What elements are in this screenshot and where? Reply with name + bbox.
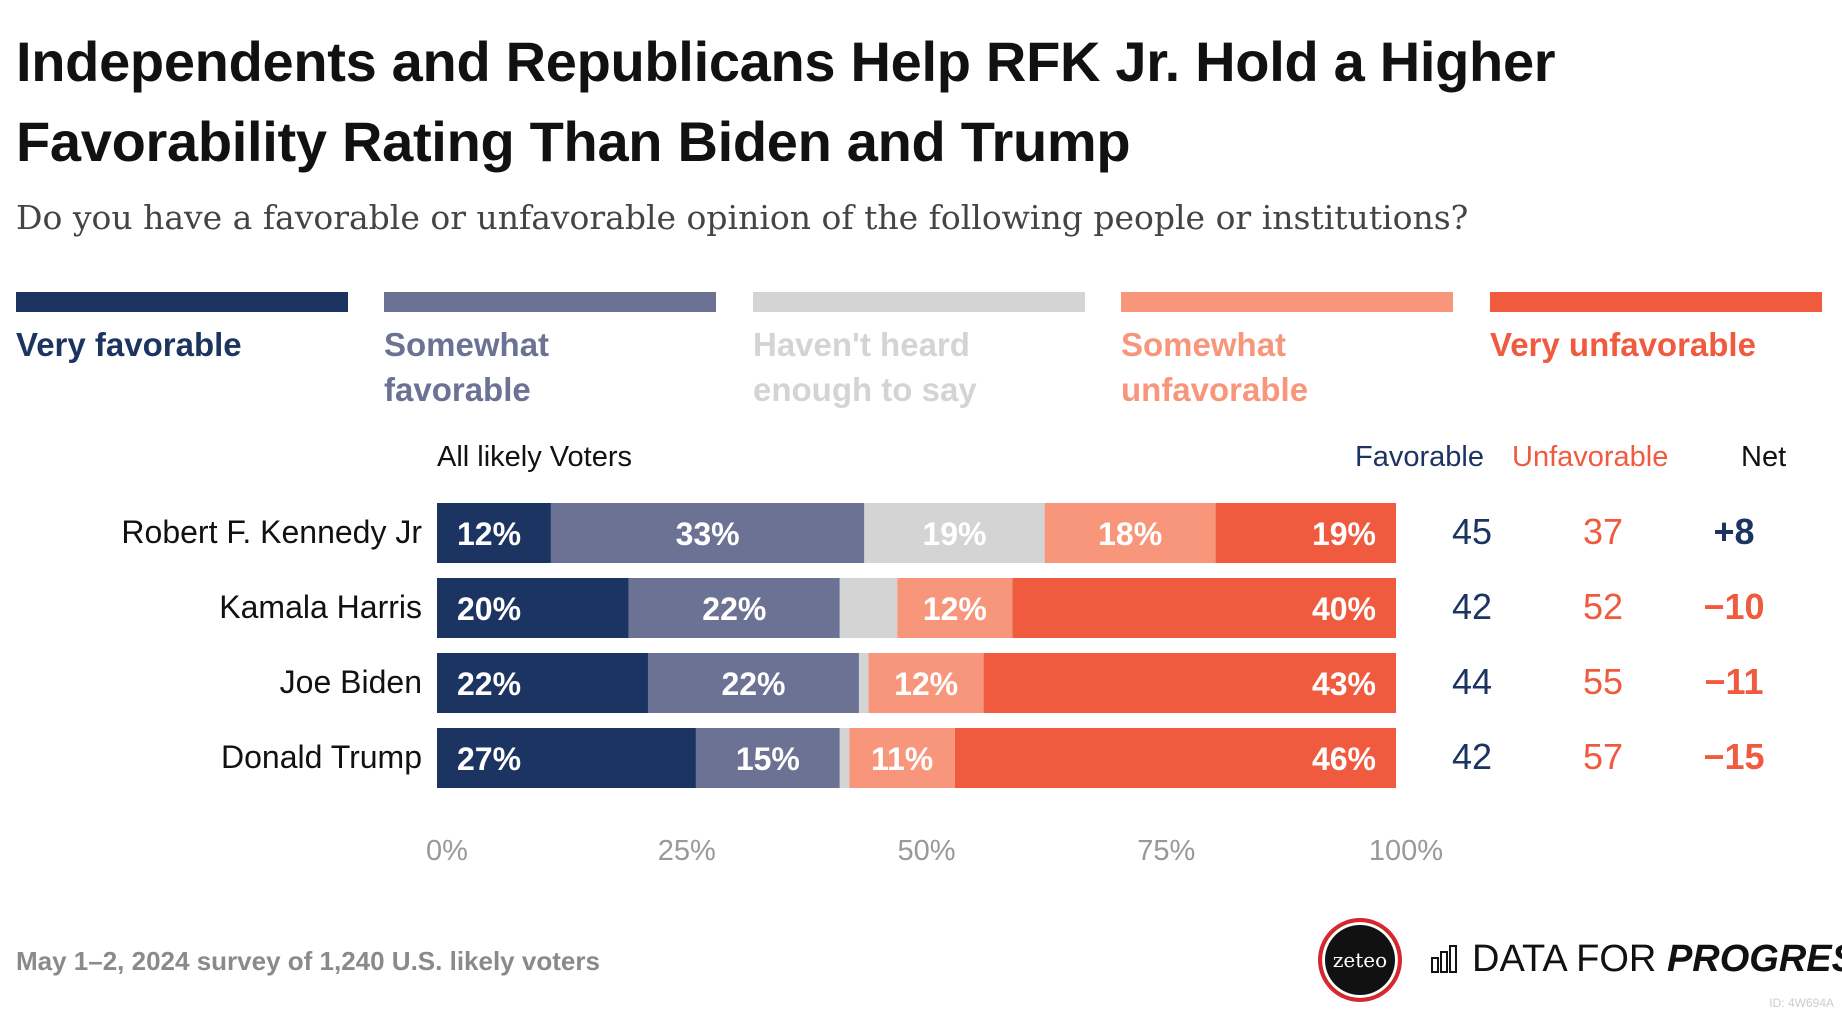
net-value: −11 xyxy=(1704,661,1764,702)
bar-segment xyxy=(983,653,1396,713)
data-label: 43% xyxy=(1312,666,1376,702)
row-label: Donald Trump xyxy=(221,739,422,775)
brand-bold: PROGRESS xyxy=(1666,938,1842,980)
row-label: Joe Biden xyxy=(279,664,422,700)
data-label: 22% xyxy=(721,666,785,702)
x-tick-label: 50% xyxy=(897,835,956,867)
favorable-column-header: Favorable xyxy=(1355,441,1484,473)
x-tick-label: 100% xyxy=(1368,835,1444,867)
net-value: +8 xyxy=(1713,511,1755,552)
data-label: 22% xyxy=(457,666,521,702)
legend-swatch xyxy=(384,292,716,312)
legend-item: Haven't heard enough to say xyxy=(753,292,1085,412)
unfavorable-value: 52 xyxy=(1582,586,1624,627)
unfavorable-value: 37 xyxy=(1582,511,1624,552)
bar-segment xyxy=(1012,578,1396,638)
legend-label: Very favorable xyxy=(16,326,242,363)
net-column-header: Net xyxy=(1741,441,1787,473)
bar-segment xyxy=(437,728,696,788)
unfavorable-value: 57 xyxy=(1582,736,1624,777)
legend-swatch xyxy=(1490,292,1822,312)
data-label: 33% xyxy=(676,516,740,552)
bar-segment xyxy=(1044,503,1216,563)
legend-swatch xyxy=(753,292,1085,312)
bar-chart-icon xyxy=(1431,945,1457,973)
data-label: 12% xyxy=(923,591,987,627)
brand-plain: DATA FOR xyxy=(1472,938,1657,980)
bar-segment xyxy=(839,728,850,788)
favorable-value: 45 xyxy=(1451,511,1493,552)
legend-item: Very favorable xyxy=(16,292,348,367)
data-label: 40% xyxy=(1312,591,1376,627)
bar-segment xyxy=(849,728,955,788)
bar-segment xyxy=(695,728,840,788)
data-label: 12% xyxy=(457,516,521,552)
data-for-progress-logo: DATA FOR PROGRESS xyxy=(1472,938,1842,981)
legend-item: Very unfavorable xyxy=(1490,292,1822,367)
zeteo-logo: zeteo xyxy=(1318,918,1402,1002)
net-value: −15 xyxy=(1703,736,1765,777)
x-tick-label: 0% xyxy=(426,835,468,867)
row-label: Robert F. Kennedy Jr xyxy=(121,514,422,550)
data-label: 20% xyxy=(457,591,521,627)
data-label: 46% xyxy=(1312,741,1376,777)
favorable-value: 42 xyxy=(1451,736,1493,777)
favorable-value: 42 xyxy=(1451,586,1493,627)
unfavorable-value: 55 xyxy=(1582,661,1624,702)
row-label: Kamala Harris xyxy=(219,589,422,625)
bar-segment xyxy=(437,503,551,563)
group-label: All likely Voters xyxy=(437,441,633,473)
legend-label: Haven't heard enough to say xyxy=(753,326,977,408)
bar-segment xyxy=(839,578,898,638)
legend-label: Somewhat favorable xyxy=(384,326,550,408)
survey-note: May 1–2, 2024 survey of 1,240 U.S. likel… xyxy=(16,946,600,976)
legend-label: Very unfavorable xyxy=(1490,326,1756,363)
bar-segment xyxy=(437,653,648,713)
bar-segment xyxy=(550,503,865,563)
bar-segment xyxy=(1215,503,1396,563)
favorable-value: 44 xyxy=(1451,661,1493,702)
chart-id: ID: 4W694A xyxy=(1769,996,1834,1010)
legend-label: Somewhat unfavorable xyxy=(1121,326,1309,408)
net-value: −10 xyxy=(1703,586,1765,627)
data-label: 19% xyxy=(922,516,986,552)
data-label: 15% xyxy=(736,741,800,777)
bar-segment xyxy=(437,578,629,638)
bar-segment xyxy=(954,728,1396,788)
data-label: 19% xyxy=(1312,516,1376,552)
legend-item: Somewhat favorable xyxy=(384,292,716,412)
data-label: 11% xyxy=(871,741,933,777)
unfavorable-column-header: Unfavorable xyxy=(1512,441,1669,473)
legend-swatch xyxy=(16,292,348,312)
bar-segment xyxy=(647,653,859,713)
bar-segment xyxy=(864,503,1045,563)
chart-title: Independents and Republicans Help RFK Jr… xyxy=(16,30,1556,173)
data-label: 18% xyxy=(1098,516,1162,552)
bar-segment xyxy=(628,578,840,638)
data-label: 22% xyxy=(702,591,766,627)
x-tick-label: 75% xyxy=(1137,835,1196,867)
bar-segment xyxy=(868,653,984,713)
bar-segment xyxy=(897,578,1013,638)
x-tick-label: 25% xyxy=(657,835,716,867)
bar-segment xyxy=(858,653,869,713)
data-label: 12% xyxy=(894,666,958,702)
chart-subtitle: Do you have a favorable or unfavorable o… xyxy=(16,198,1469,237)
data-label: 27% xyxy=(457,741,521,777)
legend-swatch xyxy=(1121,292,1453,312)
legend-item: Somewhat unfavorable xyxy=(1121,292,1453,412)
